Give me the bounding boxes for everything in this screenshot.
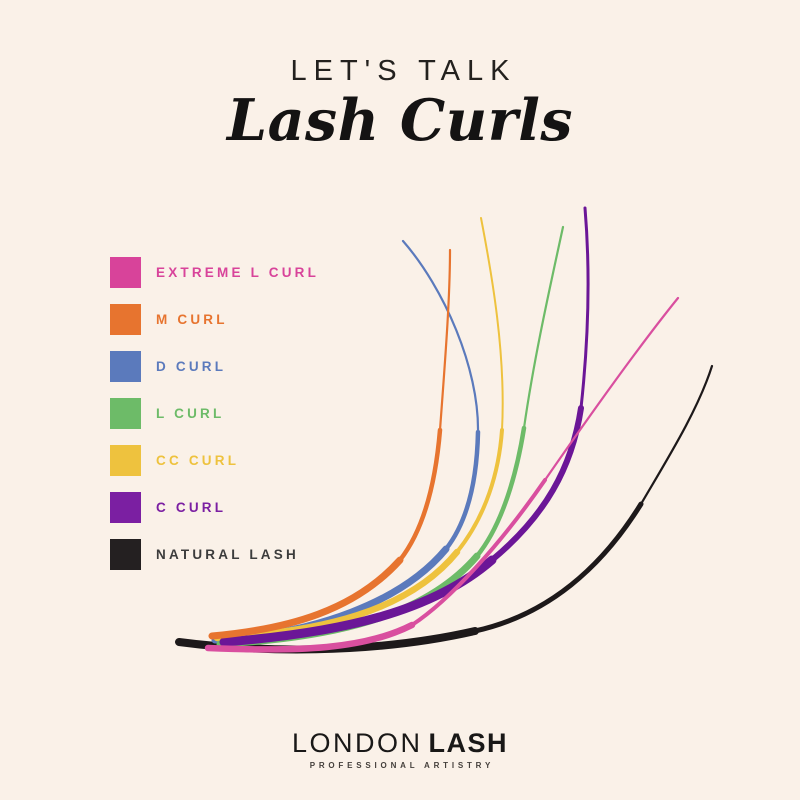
legend-item-l-curl: L CURL xyxy=(110,398,319,429)
curve-natural-lash-seg2 xyxy=(472,501,644,634)
natural-lash-swatch xyxy=(110,539,141,570)
curve-m-curl-seg2 xyxy=(397,427,443,563)
l-curl-label: L CURL xyxy=(156,406,225,421)
cc-curl-swatch xyxy=(110,445,141,476)
curve-d-curl-seg3 xyxy=(401,239,480,434)
title-block: LET'S TALK Lash Curls xyxy=(0,57,800,151)
legend-item-extreme-l-curl: EXTREME L CURL xyxy=(110,257,319,288)
curve-cc-curl-seg3 xyxy=(480,217,504,431)
d-curl-label: D CURL xyxy=(156,359,227,374)
brand-logo: LONDON LASH xyxy=(0,730,800,757)
m-curl-swatch xyxy=(110,304,141,335)
curve-c-curl-seg3 xyxy=(579,206,590,410)
m-curl-label: M CURL xyxy=(156,312,228,327)
legend-item-cc-curl: CC CURL xyxy=(110,445,319,476)
brand-tagline: PROFESSIONAL ARTISTRY xyxy=(309,761,495,770)
page-title: Lash Curls xyxy=(227,87,573,154)
brand-word-london: LONDON xyxy=(291,728,423,758)
legend-item-c-curl: C CURL xyxy=(110,492,319,523)
curve-l-curl-seg2 xyxy=(474,425,527,559)
d-curl-swatch xyxy=(110,351,141,382)
legend-item-d-curl: D CURL xyxy=(110,351,319,382)
curve-m-curl-seg1 xyxy=(208,556,404,640)
c-curl-swatch xyxy=(110,492,141,523)
extreme-l-curl-swatch xyxy=(110,257,141,288)
curve-extreme-l-curl-seg1 xyxy=(204,621,416,653)
brand-footer: LONDON LASH PROFESSIONAL ARTISTRY xyxy=(0,730,800,771)
curve-cc-curl-seg2 xyxy=(455,428,504,554)
curve-d-curl-seg2 xyxy=(443,429,481,552)
natural-lash-label: NATURAL LASH xyxy=(156,547,299,562)
c-curl-label: C CURL xyxy=(156,500,227,515)
brand-word-lash: LASH xyxy=(428,728,508,758)
curve-extreme-l-curl-seg2 xyxy=(410,478,547,627)
curl-legend: EXTREME L CURL M CURL D CURL L CURL CC C… xyxy=(110,257,319,570)
curve-l-curl-seg3 xyxy=(522,225,565,430)
curve-m-curl-seg3 xyxy=(438,248,452,432)
legend-item-natural-lash: NATURAL LASH xyxy=(110,539,319,570)
legend-item-m-curl: M CURL xyxy=(110,304,319,335)
curve-extreme-l-curl-seg3 xyxy=(543,296,680,482)
curve-c-curl-seg2 xyxy=(489,405,584,563)
cc-curl-label: CC CURL xyxy=(156,453,240,468)
l-curl-swatch xyxy=(110,398,141,429)
extreme-l-curl-label: EXTREME L CURL xyxy=(156,265,320,280)
curve-natural-lash-seg3 xyxy=(639,364,714,506)
title-eyebrow: LET'S TALK xyxy=(290,55,517,87)
